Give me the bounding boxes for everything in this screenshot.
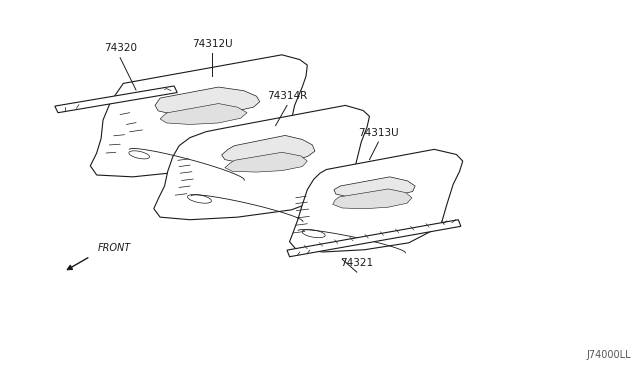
- Text: 74313U: 74313U: [358, 128, 399, 138]
- Ellipse shape: [302, 230, 325, 238]
- Polygon shape: [333, 189, 412, 209]
- Polygon shape: [221, 135, 315, 163]
- Text: FRONT: FRONT: [98, 243, 131, 253]
- Polygon shape: [225, 152, 307, 172]
- Polygon shape: [160, 103, 247, 125]
- Polygon shape: [289, 149, 463, 252]
- Text: J74000LL: J74000LL: [586, 350, 631, 360]
- Polygon shape: [155, 87, 260, 115]
- Text: 74314R: 74314R: [267, 91, 307, 101]
- Text: 74320: 74320: [104, 44, 137, 53]
- Ellipse shape: [188, 195, 211, 203]
- Polygon shape: [90, 55, 307, 177]
- Text: 74321: 74321: [340, 258, 373, 268]
- Text: 74312U: 74312U: [192, 39, 232, 49]
- Polygon shape: [154, 105, 369, 220]
- Polygon shape: [55, 86, 177, 113]
- Polygon shape: [287, 220, 461, 257]
- Polygon shape: [334, 177, 415, 198]
- Ellipse shape: [129, 151, 150, 159]
